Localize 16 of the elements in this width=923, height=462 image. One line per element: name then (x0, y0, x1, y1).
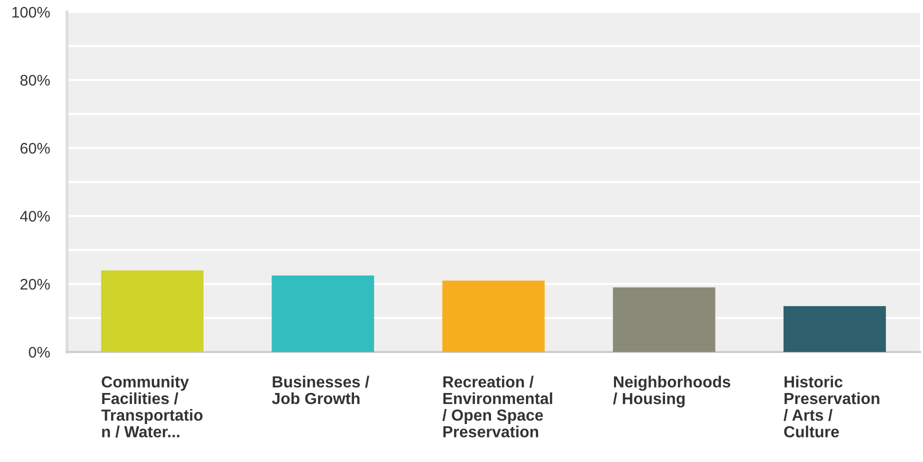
y-tick-label: 20% (20, 278, 50, 290)
bar (101, 270, 204, 352)
y-tick-label: 0% (28, 346, 50, 358)
bar (784, 306, 886, 352)
x-tick-label: Neighborhoods / Housing (613, 376, 730, 408)
x-tick-label: Community Facilities / Transportatio n / Water... (101, 376, 203, 438)
x-tick-label: Historic Preservation / Arts / Culture (784, 376, 880, 438)
y-tick-label: 100% (12, 6, 50, 18)
bar (272, 276, 374, 352)
y-tick-label: 60% (20, 142, 50, 154)
x-tick-label: Recreation / Environmental / Open Space Preservation (442, 376, 552, 438)
bar (442, 280, 545, 352)
x-tick-label: Businesses / Job Growth (272, 376, 370, 404)
y-tick-label: 80% (20, 74, 50, 86)
y-tick-label: 40% (20, 210, 50, 222)
bar (612, 287, 716, 352)
